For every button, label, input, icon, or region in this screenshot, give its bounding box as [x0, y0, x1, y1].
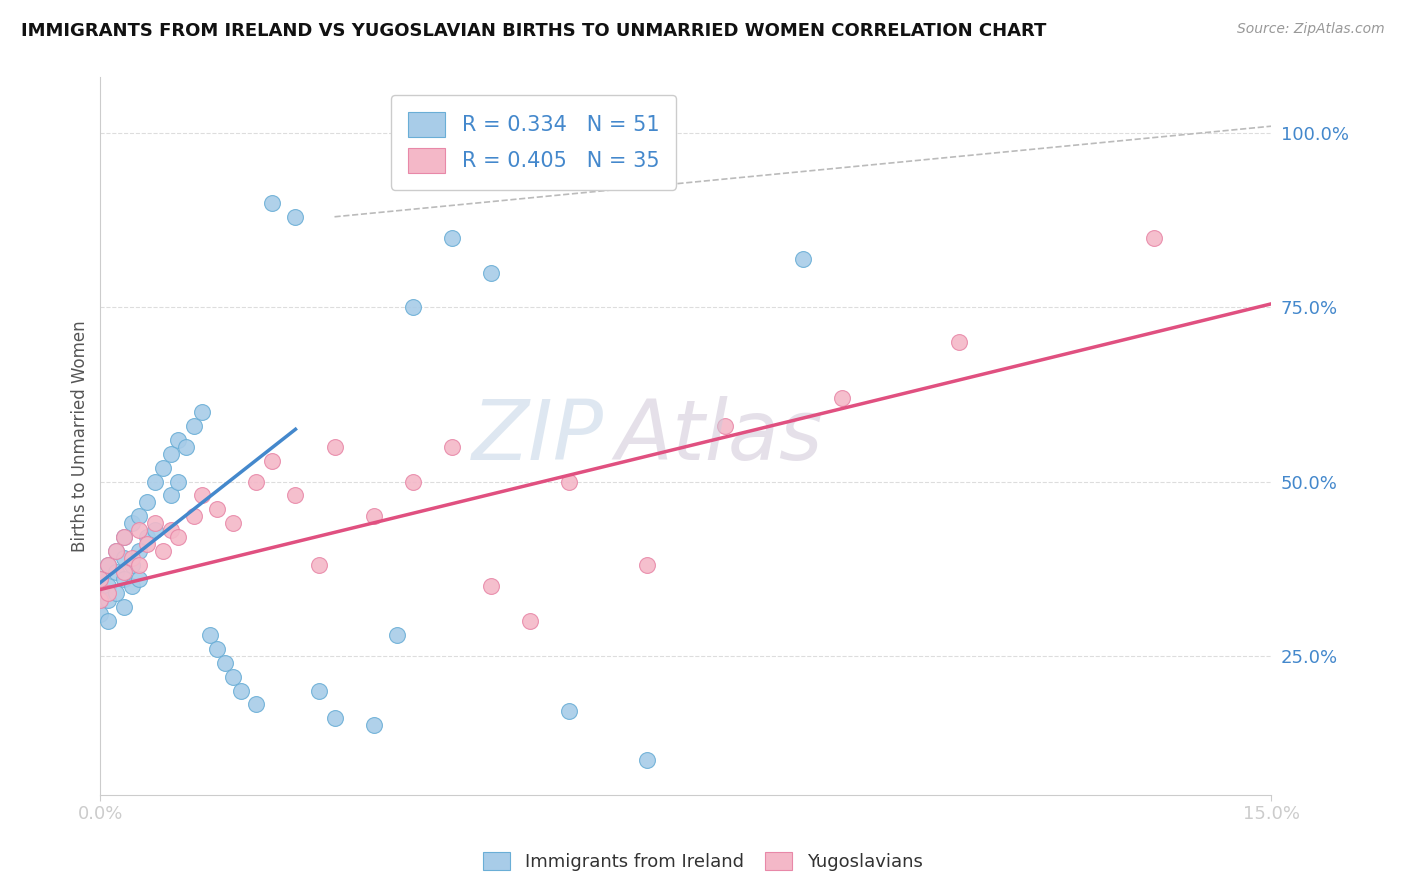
Point — [97, 586, 120, 600]
Point — [191, 405, 214, 419]
Point — [159, 524, 181, 538]
Point — [89, 572, 111, 586]
Point — [245, 698, 267, 712]
Point — [167, 530, 190, 544]
Point — [128, 558, 150, 573]
Y-axis label: Births to Unmarried Women: Births to Unmarried Women — [72, 320, 89, 552]
Point — [128, 509, 150, 524]
Point — [112, 530, 135, 544]
Point — [948, 335, 970, 350]
Point — [136, 495, 159, 509]
Point — [308, 558, 330, 573]
Point — [112, 572, 135, 586]
Text: ZIP: ZIP — [472, 396, 603, 476]
Point — [121, 551, 143, 566]
Point — [174, 440, 197, 454]
Point — [167, 433, 190, 447]
Point — [112, 565, 135, 579]
Point — [159, 488, 181, 502]
Point — [363, 509, 385, 524]
Point — [167, 475, 190, 489]
Point — [104, 586, 127, 600]
Point — [214, 656, 236, 670]
Point — [104, 544, 127, 558]
Point — [401, 475, 423, 489]
Point — [104, 544, 127, 558]
Point — [557, 475, 579, 489]
Point — [104, 565, 127, 579]
Text: IMMIGRANTS FROM IRELAND VS YUGOSLAVIAN BIRTHS TO UNMARRIED WOMEN CORRELATION CHA: IMMIGRANTS FROM IRELAND VS YUGOSLAVIAN B… — [21, 22, 1046, 40]
Point — [121, 558, 143, 573]
Point — [89, 593, 111, 607]
Point — [136, 530, 159, 544]
Point — [97, 558, 120, 573]
Text: Source: ZipAtlas.com: Source: ZipAtlas.com — [1237, 22, 1385, 37]
Point — [323, 440, 346, 454]
Point — [440, 230, 463, 244]
Point — [143, 475, 166, 489]
Point — [183, 509, 205, 524]
Point — [519, 614, 541, 628]
Point — [97, 558, 120, 573]
Point — [229, 683, 252, 698]
Point — [260, 453, 283, 467]
Point — [121, 516, 143, 531]
Point — [792, 252, 814, 266]
Point — [128, 572, 150, 586]
Point — [128, 544, 150, 558]
Point — [385, 628, 408, 642]
Point — [245, 475, 267, 489]
Point — [284, 488, 307, 502]
Point — [831, 391, 853, 405]
Point — [97, 593, 120, 607]
Point — [479, 266, 502, 280]
Point — [121, 579, 143, 593]
Point — [143, 524, 166, 538]
Point — [260, 195, 283, 210]
Point — [557, 705, 579, 719]
Point — [363, 718, 385, 732]
Point — [97, 579, 120, 593]
Point — [207, 502, 229, 516]
Point — [152, 460, 174, 475]
Point — [89, 607, 111, 621]
Point — [207, 641, 229, 656]
Point — [136, 537, 159, 551]
Point — [89, 572, 111, 586]
Point — [401, 301, 423, 315]
Point — [143, 516, 166, 531]
Point — [128, 524, 150, 538]
Point — [97, 614, 120, 628]
Text: Atlas: Atlas — [616, 396, 823, 476]
Point — [323, 711, 346, 725]
Point — [222, 670, 245, 684]
Point — [198, 628, 221, 642]
Point — [112, 599, 135, 614]
Point — [636, 558, 658, 573]
Point — [191, 488, 214, 502]
Point — [440, 440, 463, 454]
Legend: R = 0.334   N = 51, R = 0.405   N = 35: R = 0.334 N = 51, R = 0.405 N = 35 — [391, 95, 676, 190]
Point — [183, 418, 205, 433]
Point — [284, 210, 307, 224]
Point — [1143, 230, 1166, 244]
Point — [89, 593, 111, 607]
Point — [89, 586, 111, 600]
Point — [308, 683, 330, 698]
Point — [222, 516, 245, 531]
Point — [159, 447, 181, 461]
Point — [713, 418, 735, 433]
Point — [112, 530, 135, 544]
Legend: Immigrants from Ireland, Yugoslavians: Immigrants from Ireland, Yugoslavians — [477, 845, 929, 879]
Point — [152, 544, 174, 558]
Point — [479, 579, 502, 593]
Point — [112, 551, 135, 566]
Point — [636, 753, 658, 767]
